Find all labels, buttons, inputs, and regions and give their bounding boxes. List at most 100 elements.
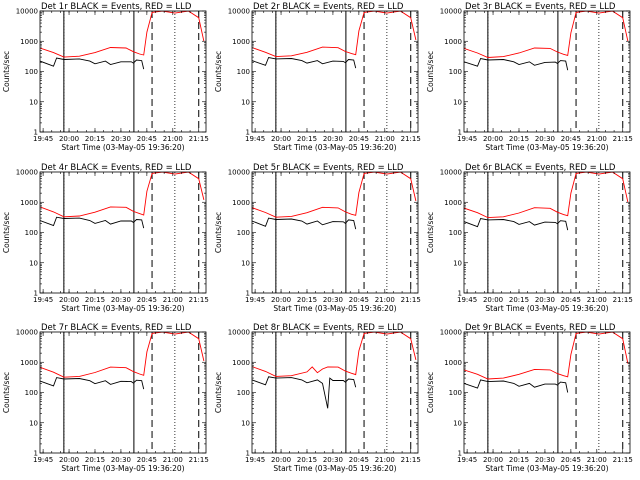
y-tick-label: 1000	[232, 199, 250, 207]
x-tick-label: 20:15	[509, 296, 529, 304]
x-tick-label: 19:45	[33, 456, 53, 464]
x-tick-label: 20:30	[323, 456, 343, 464]
y-axis-label: Counts/sec	[426, 372, 435, 413]
plot-frame	[39, 10, 207, 133]
series-events	[464, 379, 569, 393]
panel-title: Det 5r BLACK = Events, RED = LLD	[253, 163, 404, 173]
x-tick-label: 20:15	[85, 456, 105, 464]
y-axis-label: Counts/sec	[2, 212, 11, 253]
x-tick-label: 20:00	[271, 296, 291, 304]
y-tick-label: 1000	[20, 38, 38, 46]
y-tick-label: 1	[34, 129, 38, 137]
series-lld	[252, 332, 417, 377]
x-tick-label: 21:00	[587, 456, 607, 464]
y-tick-label: 100	[449, 389, 462, 397]
x-tick-label: 20:00	[271, 456, 291, 464]
x-tick-label: 19:45	[33, 135, 53, 143]
plot-frame	[463, 10, 631, 133]
x-tick-label: 20:30	[323, 296, 343, 304]
x-tick-label: 21:15	[189, 135, 209, 143]
x-axis-label: Start Time (03-May-05 19:36:20)	[61, 304, 184, 313]
y-tick-label: 10000	[440, 169, 462, 177]
series-lld	[464, 172, 629, 219]
x-tick-label: 20:30	[535, 296, 555, 304]
series-lld	[40, 172, 205, 218]
x-tick-label: 20:45	[349, 135, 369, 143]
y-tick-label: 1	[458, 129, 462, 137]
series-lld	[252, 11, 417, 58]
y-axis-label: Counts/sec	[214, 51, 223, 92]
series-events	[464, 217, 569, 231]
x-tick-label: 21:00	[375, 296, 395, 304]
series-lld	[464, 332, 629, 380]
y-tick-label: 1	[458, 290, 462, 298]
x-tick-label: 21:15	[189, 296, 209, 304]
x-tick-label: 19:45	[33, 296, 53, 304]
x-tick-label: 21:15	[189, 456, 209, 464]
y-tick-label: 10	[453, 419, 462, 427]
x-tick-label: 20:00	[59, 135, 79, 143]
y-axis-label: Counts/sec	[214, 372, 223, 413]
y-tick-label: 1	[246, 450, 250, 458]
detector-panel-2: Det 2r BLACK = Events, RED = LLD 1 10 100 10…	[214, 2, 421, 152]
y-tick-label: 10	[29, 259, 38, 267]
y-tick-label: 10000	[16, 8, 38, 16]
y-tick-label: 100	[449, 229, 462, 237]
x-tick-label: 20:15	[509, 456, 529, 464]
x-tick-label: 20:15	[297, 456, 317, 464]
x-tick-label: 21:00	[587, 135, 607, 143]
x-tick-label: 21:00	[375, 135, 395, 143]
x-tick-label: 20:45	[137, 135, 157, 143]
x-tick-label: 20:00	[271, 135, 291, 143]
x-tick-label: 20:00	[483, 456, 503, 464]
x-tick-label: 20:15	[509, 135, 529, 143]
x-axis-label: Start Time (03-May-05 19:36:20)	[61, 464, 184, 473]
x-tick-label: 20:00	[59, 296, 79, 304]
panel-title: Det 7r BLACK = Events, RED = LLD	[41, 323, 192, 333]
plot-frame	[251, 171, 419, 294]
x-tick-label: 21:15	[613, 135, 633, 143]
y-tick-label: 1	[246, 129, 250, 137]
series-lld	[464, 11, 629, 58]
y-axis-label: Counts/sec	[2, 372, 11, 413]
series-events	[40, 57, 145, 70]
y-tick-label: 10	[241, 259, 250, 267]
y-tick-label: 100	[25, 389, 38, 397]
panel-title: Det 9r BLACK = Events, RED = LLD	[465, 323, 616, 333]
x-tick-label: 19:45	[457, 135, 477, 143]
x-tick-label: 20:45	[349, 296, 369, 304]
y-tick-label: 10	[453, 98, 462, 106]
y-tick-label: 10000	[16, 169, 38, 177]
y-tick-label: 100	[25, 68, 38, 76]
plot-frame	[251, 10, 419, 133]
y-tick-label: 100	[449, 68, 462, 76]
x-axis-label: Start Time (03-May-05 19:36:20)	[485, 143, 608, 152]
series-events	[252, 217, 357, 230]
y-tick-label: 100	[25, 229, 38, 237]
x-tick-label: 20:00	[483, 296, 503, 304]
x-axis-label: Start Time (03-May-05 19:36:20)	[273, 464, 396, 473]
series-events	[40, 216, 145, 229]
y-tick-label: 1000	[20, 359, 38, 367]
x-tick-label: 21:15	[613, 456, 633, 464]
x-tick-label: 21:00	[375, 456, 395, 464]
panel-title: Det 2r BLACK = Events, RED = LLD	[253, 2, 404, 12]
panel-title: Det 4r BLACK = Events, RED = LLD	[41, 163, 192, 173]
x-tick-label: 21:00	[587, 296, 607, 304]
y-tick-label: 1	[34, 290, 38, 298]
x-tick-label: 20:00	[59, 456, 79, 464]
y-axis-label: Counts/sec	[426, 51, 435, 92]
y-axis-label: Counts/sec	[426, 212, 435, 253]
x-tick-label: 20:45	[561, 456, 581, 464]
x-axis-label: Start Time (03-May-05 19:36:20)	[61, 143, 184, 152]
series-events	[40, 377, 145, 390]
detector-panel-5: Det 5r BLACK = Events, RED = LLD 1 10 100 10…	[214, 163, 421, 313]
series-events	[464, 57, 569, 71]
panel-title: Det 6r BLACK = Events, RED = LLD	[465, 163, 616, 173]
x-tick-label: 20:45	[561, 135, 581, 143]
plot-frame	[39, 171, 207, 294]
series-events	[252, 376, 357, 409]
detector-panel-3: Det 3r BLACK = Events, RED = LLD 1 10 100 10…	[426, 2, 633, 152]
series-lld	[40, 11, 205, 58]
